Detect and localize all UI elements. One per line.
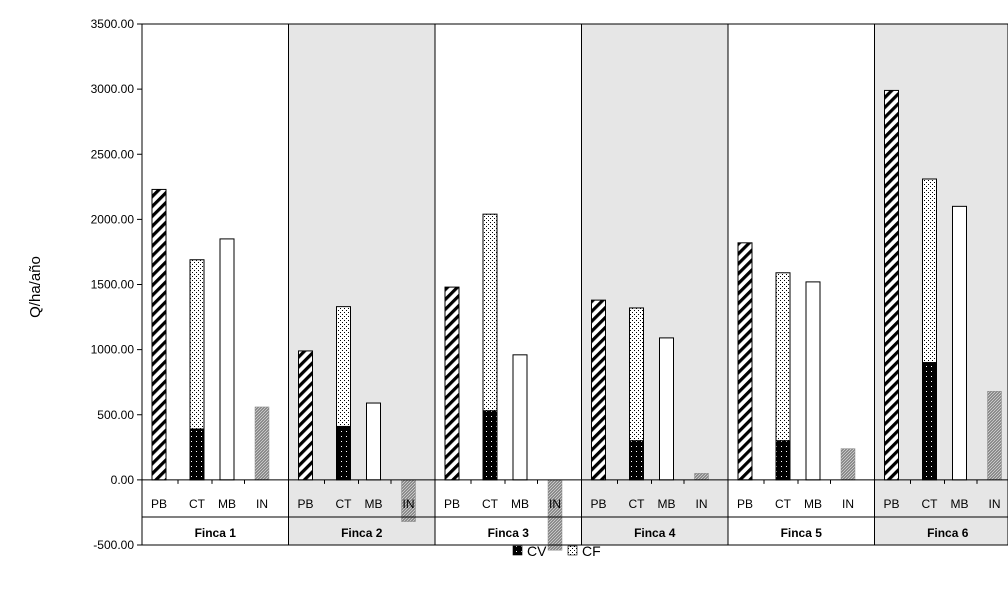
y-axis-label: Q/ha/año: [27, 256, 44, 318]
category-label: PB: [737, 497, 753, 511]
bar-mb: [512, 354, 528, 481]
bar-ct-cv: [775, 440, 791, 481]
category-label: IN: [989, 497, 1001, 511]
bar-mb: [659, 337, 674, 481]
category-label: PB: [444, 497, 460, 511]
group-label: Finca 5: [781, 526, 823, 540]
bar-in: [840, 448, 856, 481]
bar-ct-cv: [629, 440, 644, 481]
bar-mb: [366, 402, 381, 481]
bar-pb: [591, 299, 606, 481]
y-tick-label: 500.00: [97, 408, 134, 422]
category-label: IN: [696, 497, 708, 511]
bar-in: [547, 479, 563, 551]
y-tick-label: 1000.00: [91, 343, 135, 357]
category-label: MB: [804, 497, 822, 511]
legend: CV CF: [512, 543, 601, 559]
y-tick-label: 3500.00: [91, 17, 135, 31]
bar-ct-cv: [922, 362, 937, 481]
bar-in: [254, 406, 270, 481]
y-tick-label: 2000.00: [91, 212, 135, 226]
bar-ct-cv: [482, 410, 498, 481]
legend-label-cv: CV: [527, 543, 547, 559]
bar-pb: [737, 242, 753, 481]
category-label: PB: [151, 497, 167, 511]
category-label: CT: [629, 497, 646, 511]
y-tick-label: -500.00: [93, 538, 134, 552]
category-label: CT: [775, 497, 792, 511]
bar-ct-cf: [189, 259, 205, 430]
bar-ct-cf: [629, 307, 644, 442]
category-label: MB: [218, 497, 236, 511]
category-label: PB: [590, 497, 606, 511]
category-label: IN: [842, 497, 854, 511]
bar-ct-cf: [775, 272, 791, 442]
bar-mb: [805, 281, 821, 481]
category-label: PB: [297, 497, 313, 511]
bar-ct-cf: [482, 213, 498, 412]
category-label: IN: [256, 497, 268, 511]
bar-in: [987, 391, 1002, 481]
bar-mb: [952, 205, 967, 481]
bar-pb: [151, 188, 167, 481]
category-label: MB: [365, 497, 383, 511]
bar-ct-cv: [336, 425, 351, 481]
bar-in: [694, 473, 709, 481]
category-label: MB: [511, 497, 529, 511]
y-tick-label: 1500.00: [91, 278, 135, 292]
legend-label-cf: CF: [582, 543, 601, 559]
group-label: Finca 2: [341, 526, 383, 540]
bar-ct-cv: [189, 428, 205, 481]
y-tick-label: 3000.00: [91, 82, 135, 96]
y-tick-label: 2500.00: [91, 147, 135, 161]
category-label: CT: [482, 497, 499, 511]
category-label: MB: [658, 497, 676, 511]
bar-mb: [219, 238, 235, 481]
group-label: Finca 4: [634, 526, 676, 540]
bar-pb: [298, 350, 313, 481]
y-tick-label: 0.00: [111, 473, 135, 487]
bar-ct-cf: [922, 178, 937, 364]
category-label: CT: [336, 497, 353, 511]
category-label: MB: [951, 497, 969, 511]
bar-ct-cf: [336, 306, 351, 427]
group-label: Finca 1: [195, 526, 237, 540]
bar-pb: [444, 286, 460, 481]
category-label: PB: [883, 497, 899, 511]
group-label: Finca 6: [927, 526, 969, 540]
category-label: CT: [922, 497, 939, 511]
group-label: Finca 3: [488, 526, 530, 540]
bar-pb: [884, 89, 899, 481]
legend-swatch-cf: [567, 545, 578, 556]
category-label: CT: [189, 497, 206, 511]
category-label: IN: [549, 497, 561, 511]
category-label: IN: [403, 497, 415, 511]
legend-swatch-cv: [512, 545, 523, 556]
